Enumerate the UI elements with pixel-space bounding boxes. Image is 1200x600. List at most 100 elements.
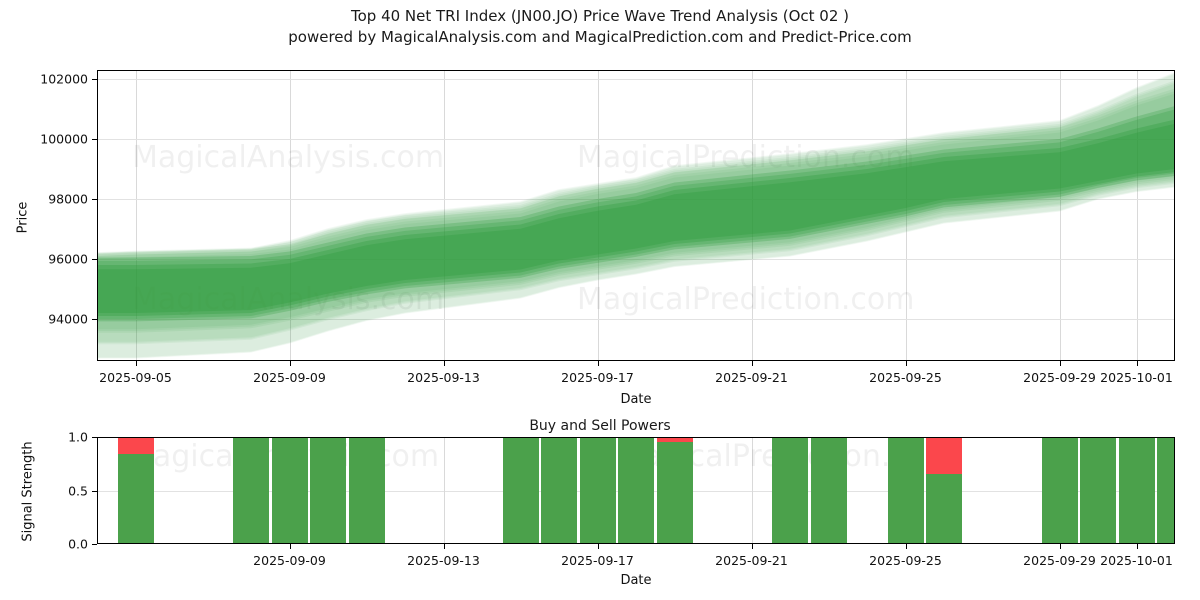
wave-band-polygon [97,82,1175,343]
price-wave-xtick-mark [597,361,599,366]
price-wave-xtick-mark [905,361,907,366]
buy-power-bar[interactable] [887,437,924,544]
price-wave-ylabel: Price [15,201,31,234]
buy-sell-axes-frame [97,437,1175,544]
price-wave-ytick-label: 100000 [40,131,88,147]
sell-power-bar[interactable] [117,437,154,455]
buy-power-bar[interactable] [618,437,654,544]
buy-power-bar[interactable] [541,437,577,544]
price-wave-gridline-h [97,259,1175,260]
sell-power-bar[interactable] [926,437,962,475]
price-wave-xtick-mark [289,361,291,366]
buy-sell-xtick-mark [597,544,599,549]
price-wave-xtick-label: 2025-09-21 [715,370,788,385]
price-wave-gridline-v [1136,70,1138,361]
wave-band-polygon [97,73,1175,358]
buy-sell-ytick-mark [92,544,97,545]
buy-sell-gridline-v [443,437,445,544]
price-wave-xtick-label: 2025-10-01 [1100,370,1173,385]
buy-sell-xtick-label: 2025-09-21 [715,553,788,568]
buy-sell-xtick-mark [443,544,445,549]
price-wave-xtick-label: 2025-09-29 [1023,370,1096,385]
wave-band-polygon [97,119,1175,313]
wave-band-polygon [97,88,1175,330]
buy-sell-xtick-mark [1059,544,1061,549]
buy-sell-xtick-label: 2025-09-17 [561,553,634,568]
wave-band-polygon [97,109,1175,322]
chart-title-block: Top 40 Net TRI Index (JN00.JO) Price Wav… [0,6,1200,48]
price-wave-gridline-v [289,70,291,361]
buy-sell-xtick-mark [1136,544,1138,549]
buy-sell-gridline-v [751,437,753,544]
price-wave-ytick-mark [92,139,97,140]
buy-power-bar[interactable] [1080,437,1116,544]
price-wave-xtick-mark [135,361,137,366]
buy-power-bar[interactable] [579,437,616,544]
buy-sell-ytick-mark [92,490,97,492]
sell-power-bar[interactable] [656,437,693,443]
price-wave-gridline-h [97,79,1175,80]
buy-power-bar[interactable] [117,454,154,544]
buy-power-bar[interactable] [348,437,385,544]
price-wave-xtick-label: 2025-09-09 [253,370,326,385]
buy-sell-xtick-mark [751,544,753,549]
buy-power-bar[interactable] [772,437,808,544]
price-wave-bands [97,72,1175,359]
buy-power-bar[interactable] [271,437,308,544]
wave-band-polygon [97,80,1175,342]
buy-sell-ytick-label: 1.0 [68,429,88,445]
price-wave-gridline-v [135,70,137,361]
buy-power-bar[interactable] [1118,437,1155,544]
buy-sell-xtick-label: 2025-09-25 [869,553,942,568]
buy-sell-xtick-label: 2025-09-29 [1023,553,1096,568]
wave-band-polygon [97,91,1175,331]
buy-power-bar[interactable] [310,437,346,544]
price-wave-gridline-v [443,70,445,361]
price-wave-gridline-h [97,199,1175,200]
price-wave-xtick-mark [1136,361,1138,366]
price-wave-plot-area: MagicalAnalysis.com MagicalPrediction.com… [97,70,1175,361]
buy-sell-ytick-label: 0.0 [68,536,88,552]
buy-power-bar[interactable] [502,437,539,544]
price-wave-ytick-mark [92,199,97,200]
buy-sell-ytick-mark [92,437,97,438]
price-wave-xtick-mark [1059,361,1061,366]
wave-band-polygon [97,106,1175,319]
price-wave-xtick-mark [443,361,445,366]
price-wave-ytick-mark [92,319,97,320]
price-wave-gridline-h [97,319,1175,320]
buy-sell-ytick-label: 0.5 [68,483,88,498]
buy-power-bar[interactable] [926,474,962,544]
buy-power-bar[interactable] [1157,437,1175,544]
page-title: Top 40 Net TRI Index (JN00.JO) Price Wav… [350,7,850,25]
price-wave-gridline-v [597,70,599,361]
buy-sell-xlabel: Date [620,573,652,588]
price-wave-gridline-v [1059,70,1061,361]
wave-band-polygon [97,93,1175,333]
buy-sell-xtick-mark [905,544,907,549]
buy-power-bar[interactable] [233,437,269,544]
price-wave-gridline-v [905,70,907,361]
buy-sell-xtick-label: 2025-09-09 [253,553,326,568]
buy-sell-xtick-label: 2025-10-01 [1100,553,1173,568]
price-wave-gridline-h [97,139,1175,140]
price-wave-axes-frame [97,70,1175,361]
price-wave-ytick-label: 94000 [48,311,88,327]
price-wave-ytick-mark [92,259,97,260]
price-wave-ytick-label: 98000 [48,191,88,207]
price-wave-ytick-label: 102000 [40,71,88,87]
buy-power-bar[interactable] [1041,437,1078,544]
buy-sell-ylabel: Signal Strength [20,441,36,542]
price-wave-xtick-label: 2025-09-25 [869,370,942,385]
price-wave-ytick-label: 96000 [48,251,88,267]
buy-power-bar[interactable] [810,437,847,544]
buy-power-bar[interactable] [656,442,693,544]
price-wave-xlabel: Date [620,392,652,407]
wave-band-polygon [97,123,1175,316]
wave-band-polygon [97,72,1175,358]
price-wave-ytick-mark [92,79,97,80]
buy-sell-powers-title: Buy and Sell Powers [529,418,671,434]
price-wave-xtick-label: 2025-09-13 [407,370,480,385]
wave-band-polygon [97,73,1175,359]
